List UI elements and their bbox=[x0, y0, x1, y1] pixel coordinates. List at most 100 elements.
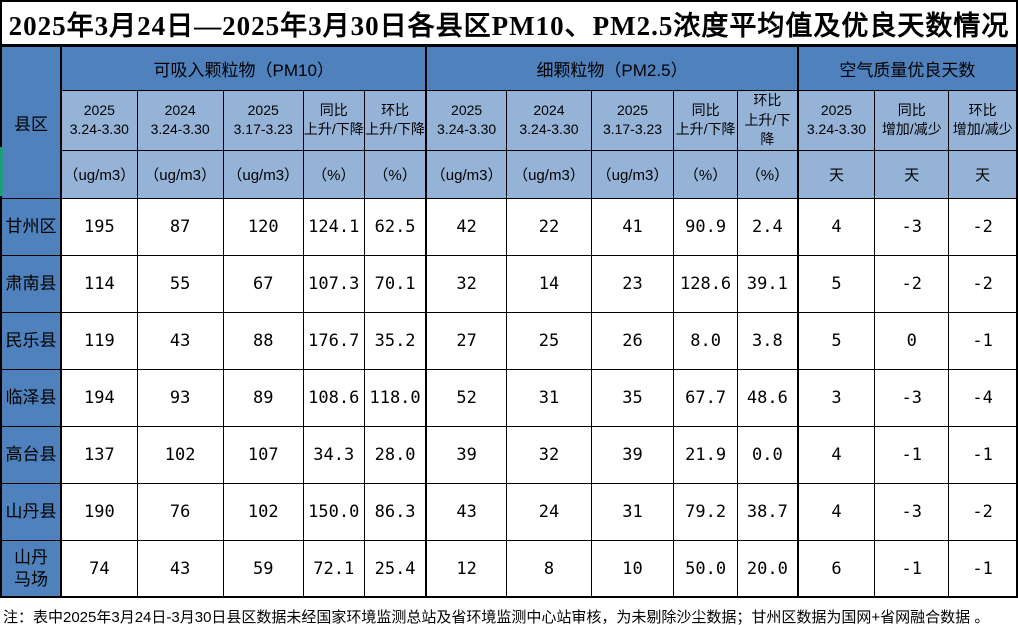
county-column-header: 县区 bbox=[0, 46, 62, 199]
data-cell: 120 bbox=[222, 197, 304, 256]
col-header-2: 2024 3.24-3.30 bbox=[136, 90, 224, 151]
data-cell: 23 bbox=[590, 254, 675, 313]
data-cell: 55 bbox=[136, 254, 224, 313]
data-cell: -3 bbox=[874, 197, 950, 256]
unit-header-5: （%） bbox=[363, 149, 427, 199]
data-cell: 5 bbox=[796, 254, 876, 313]
row-header-7: 山丹 马场 bbox=[0, 539, 63, 598]
col-header-11: 2025 3.24-3.30 bbox=[796, 90, 876, 151]
unit-header-4: （%） bbox=[302, 149, 365, 199]
data-cell: 194 bbox=[60, 368, 138, 427]
data-cell: -2 bbox=[948, 482, 1018, 541]
col-header-3: 2025 3.17-3.23 bbox=[222, 90, 304, 151]
data-cell: 76 bbox=[136, 482, 224, 541]
data-cell: 4 bbox=[796, 197, 876, 256]
group-header-pm10: 可吸入颗粒物（PM10） bbox=[60, 46, 427, 91]
data-cell: 3 bbox=[796, 368, 876, 427]
sub-header-row: 2025 3.24-3.30 2024 3.24-3.30 2025 3.17-3.23 同… bbox=[1, 90, 1018, 151]
data-cell: 39 bbox=[425, 425, 507, 484]
col-header-12: 同比 增加/减少 bbox=[874, 90, 950, 151]
page-title: 2025年3月24日—2025年3月30日各县区PM10、PM2.5浓度平均值及… bbox=[0, 0, 1018, 46]
data-cell: 3.8 bbox=[737, 311, 799, 370]
unit-header-3: （ug/m3） bbox=[222, 149, 304, 199]
unit-header-7: （ug/m3） bbox=[505, 149, 592, 199]
data-cell: 86.3 bbox=[363, 482, 427, 541]
data-cell: 43 bbox=[425, 482, 507, 541]
col-header-7: 2024 3.24-3.30 bbox=[505, 90, 592, 151]
data-cell: -1 bbox=[874, 539, 950, 598]
data-cell: 25.4 bbox=[363, 539, 427, 598]
table-row-2: 肃南县 114 55 67 107.3 70.1 32 14 23 128.6 39.1 5 -2 -2 bbox=[0, 254, 1018, 313]
data-cell: 52 bbox=[425, 368, 507, 427]
data-cell: -3 bbox=[874, 368, 950, 427]
data-cell: -2 bbox=[948, 197, 1018, 256]
data-cell: 67 bbox=[222, 254, 304, 313]
data-cell: -1 bbox=[948, 539, 1018, 598]
data-cell: 114 bbox=[60, 254, 138, 313]
data-cell: 118.0 bbox=[363, 368, 427, 427]
col-header-9: 同比 上升/下降 bbox=[673, 90, 739, 151]
group-header-row: 县区 可吸入颗粒物（PM10） 细颗粒物（PM2.5） 空气质量优良天数 bbox=[0, 46, 1018, 199]
col-header-6: 2025 3.24-3.30 bbox=[425, 90, 507, 151]
data-cell: 6 bbox=[796, 539, 876, 598]
data-cell: 42 bbox=[425, 197, 507, 256]
unit-header-13: 天 bbox=[948, 149, 1018, 199]
row-header-5: 高台县 bbox=[0, 425, 63, 484]
data-cell: 21.9 bbox=[673, 425, 739, 484]
col-header-13: 环比 增加/减少 bbox=[948, 90, 1018, 151]
data-cell: 8 bbox=[505, 539, 592, 598]
data-cell: 176.7 bbox=[302, 311, 365, 370]
data-cell: 41 bbox=[590, 197, 675, 256]
row-header-1: 甘州区 bbox=[0, 197, 63, 256]
data-cell: 27 bbox=[425, 311, 507, 370]
data-cell: 22 bbox=[505, 197, 592, 256]
data-cell: 79.2 bbox=[673, 482, 739, 541]
data-cell: 31 bbox=[590, 482, 675, 541]
data-cell: 72.1 bbox=[302, 539, 365, 598]
row-header-2: 肃南县 bbox=[0, 254, 63, 313]
data-cell: 107.3 bbox=[302, 254, 365, 313]
data-cell: 4 bbox=[796, 482, 876, 541]
data-cell: 108.6 bbox=[302, 368, 365, 427]
data-cell: 88 bbox=[222, 311, 304, 370]
data-cell: -1 bbox=[948, 311, 1018, 370]
unit-header-8: （ug/m3） bbox=[590, 149, 675, 199]
data-cell: 12 bbox=[425, 539, 507, 598]
unit-header-2: （ug/m3） bbox=[136, 149, 224, 199]
footnote: 注：表中2025年3月24日-3月30日县区数据未经国家环境监测总站及省环境监测… bbox=[0, 598, 1018, 625]
left-accent-strip bbox=[0, 147, 3, 196]
data-cell: 70.1 bbox=[363, 254, 427, 313]
col-header-5: 环比 上升/下降 bbox=[363, 90, 427, 151]
data-cell: 62.5 bbox=[363, 197, 427, 256]
data-cell: 150.0 bbox=[302, 482, 365, 541]
data-cell: 102 bbox=[222, 482, 304, 541]
unit-row: （ug/m3） （ug/m3） （ug/m3） （%） （%） （ug/m3） （ug/m3… bbox=[1, 149, 1018, 199]
data-cell: 2.4 bbox=[737, 197, 799, 256]
data-cell: 25 bbox=[505, 311, 592, 370]
table-body: 甘州区 195 87 120 124.1 62.5 42 22 41 90.9 2.4 4 -3 -2 肃南… bbox=[0, 197, 1018, 598]
col-header-1: 2025 3.24-3.30 bbox=[60, 90, 138, 151]
data-cell: 90.9 bbox=[673, 197, 739, 256]
table-row-6: 山丹县 190 76 102 150.0 86.3 43 24 31 79.2 38.7 4 -3 -2 bbox=[0, 482, 1018, 541]
data-cell: 4 bbox=[796, 425, 876, 484]
data-cell: -2 bbox=[948, 254, 1018, 313]
data-cell: 137 bbox=[60, 425, 138, 484]
row-header-6: 山丹县 bbox=[0, 482, 63, 541]
data-cell: -4 bbox=[948, 368, 1018, 427]
group-header-pm25: 细颗粒物（PM2.5） bbox=[425, 46, 799, 91]
data-cell: 14 bbox=[505, 254, 592, 313]
data-cell: 35 bbox=[590, 368, 675, 427]
data-cell: 43 bbox=[136, 311, 224, 370]
data-cell: 24 bbox=[505, 482, 592, 541]
data-cell: 5 bbox=[796, 311, 876, 370]
table-row-5: 高台县 137 102 107 34.3 28.0 39 32 39 21.9 0.0 4 -1 -1 bbox=[0, 425, 1018, 484]
group-header-good-days: 空气质量优良天数 bbox=[796, 46, 1018, 91]
table-row-3: 民乐县 119 43 88 176.7 35.2 27 25 26 8.0 3.8 5 0 -1 bbox=[0, 311, 1018, 370]
data-cell: 39 bbox=[590, 425, 675, 484]
data-cell: 50.0 bbox=[673, 539, 739, 598]
unit-header-9: （%） bbox=[673, 149, 739, 199]
data-cell: 32 bbox=[425, 254, 507, 313]
col-header-4: 同比 上升/下降 bbox=[302, 90, 365, 151]
data-cell: 32 bbox=[505, 425, 592, 484]
